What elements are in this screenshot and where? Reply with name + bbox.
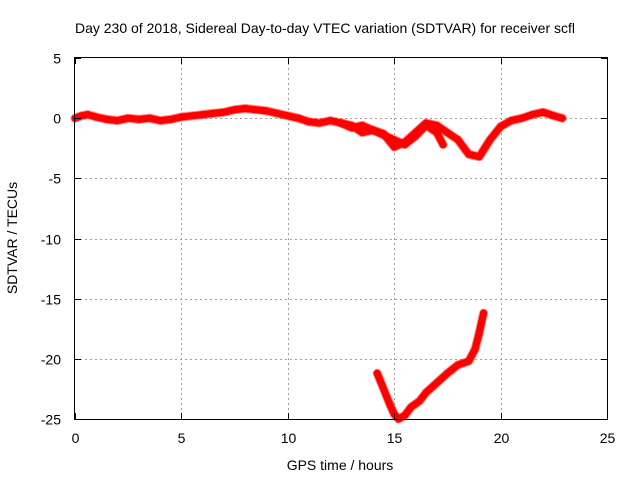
data-point: [188, 112, 196, 120]
data-point: [337, 119, 345, 127]
data-point: [199, 111, 207, 119]
x-axis-title: GPS time / hours: [287, 457, 394, 473]
series-line-sdtvar-low-branch: [373, 309, 488, 423]
data-point: [316, 119, 324, 127]
y-axis-title: SDTVAR / TECUs: [4, 182, 20, 294]
data-point: [373, 369, 381, 377]
data-point: [167, 115, 175, 123]
data-point: [486, 136, 494, 144]
data-point: [369, 126, 377, 134]
data-point: [497, 123, 505, 131]
data-point: [326, 117, 334, 125]
data-point: [177, 113, 185, 121]
data-point: [390, 143, 398, 151]
data-point: [454, 361, 462, 369]
series-halo-sdtvar-low-branch: [372, 308, 489, 424]
data-point: [358, 129, 366, 137]
data-point: [433, 121, 441, 129]
data-point: [475, 328, 483, 336]
plot-frame: [74, 57, 608, 420]
data-point: [263, 107, 270, 115]
data-point: [305, 118, 313, 126]
y-tick-label: -20: [41, 352, 61, 368]
data-point: [124, 114, 132, 122]
data-point: [465, 357, 473, 365]
y-tick-label: 0: [53, 111, 61, 127]
x-tick-labels: 0 5 10 15 20 25: [72, 430, 616, 446]
data-point: [284, 112, 292, 120]
x-tick-label: 20: [494, 430, 510, 446]
data-point: [412, 129, 419, 137]
chart-title: Day 230 of 2018, Sidereal Day-to-day VTE…: [75, 20, 575, 36]
data-point: [146, 114, 153, 122]
data-point: [433, 129, 441, 137]
data-point: [475, 153, 483, 161]
data-point: [386, 401, 394, 409]
data-point: [231, 106, 239, 114]
tick-layer: [75, 58, 608, 420]
data-point: [558, 114, 566, 122]
x-tick-label: 0: [72, 430, 80, 446]
x-tick-label: 10: [281, 430, 297, 446]
data-point: [380, 385, 388, 393]
data-point: [471, 345, 479, 353]
y-tick-label: 5: [53, 51, 61, 67]
data-point: [443, 129, 451, 137]
data-point: [539, 108, 547, 116]
data-point: [416, 397, 424, 405]
data-point: [77, 112, 85, 120]
data-point: [422, 389, 430, 396]
data-point: [401, 138, 409, 146]
data-point: [358, 121, 366, 129]
data-point: [273, 109, 281, 117]
data-point: [439, 141, 447, 149]
data-point: [465, 150, 473, 158]
data-point: [348, 121, 356, 129]
data-point: [443, 369, 451, 377]
data-point: [480, 309, 488, 317]
data-point: [84, 111, 92, 119]
data-point: [220, 108, 228, 116]
data-point: [422, 119, 430, 127]
y-tick-label: -15: [41, 292, 61, 308]
x-tick-label: 15: [387, 430, 403, 446]
series-line-sdtvar-secondary: [337, 108, 566, 161]
data-point: [252, 106, 260, 114]
y-tick-label: -5: [49, 171, 62, 187]
x-tick-label: 5: [178, 430, 186, 446]
data-point: [241, 105, 249, 112]
y-tick-label: -25: [41, 412, 61, 428]
data-point: [401, 411, 409, 419]
data-point: [380, 130, 388, 138]
data-point: [209, 109, 217, 117]
y-tick-label: -10: [41, 232, 61, 248]
data-point: [156, 117, 164, 125]
data-point: [103, 115, 111, 123]
data-point: [507, 117, 515, 125]
data-point: [454, 136, 462, 144]
data-point: [294, 114, 302, 122]
data-point: [529, 111, 536, 119]
y-tick-labels: 5 0 -5 -10 -15 -20 -25: [41, 51, 61, 428]
x-tick-label: 25: [600, 430, 616, 446]
series-halo-sdtvar-secondary: [336, 107, 567, 162]
series-layer: [70, 104, 567, 424]
data-point: [518, 114, 526, 122]
data-point: [550, 112, 558, 120]
data-point: [92, 113, 100, 121]
data-point: [135, 115, 143, 123]
data-point: [433, 379, 441, 387]
data-point: [114, 117, 122, 125]
data-point: [407, 403, 415, 411]
